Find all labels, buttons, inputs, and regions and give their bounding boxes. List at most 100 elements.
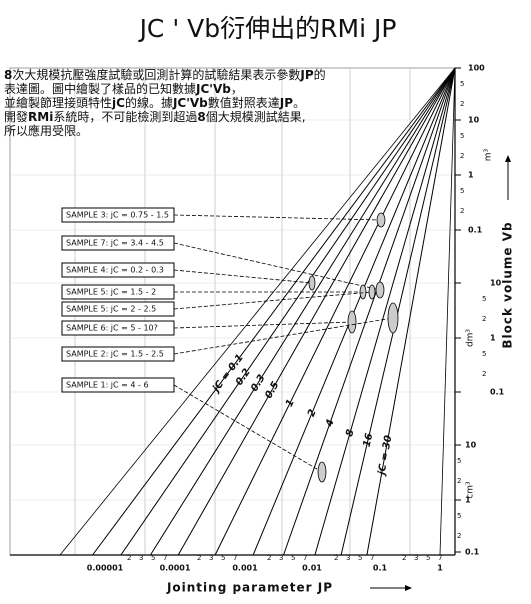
y-minor-label: 2	[460, 207, 464, 215]
y-tick-label: 1	[490, 334, 496, 343]
jc-line	[214, 67, 456, 556]
jc-line	[439, 67, 456, 556]
sample-leader	[173, 384, 323, 473]
sample-leader	[173, 321, 353, 329]
intro-segment: 個大規模測試結果,	[206, 109, 306, 124]
sample-leader	[173, 242, 381, 291]
y-minor-label: 2	[460, 100, 464, 108]
intro-segment: 表達圖。圖中繪製了樣品的已知數據	[4, 81, 196, 96]
sample-ellipse	[347, 310, 357, 334]
sample-leader	[173, 269, 313, 284]
sample-leader	[173, 291, 373, 310]
x-minor-label: 5	[426, 554, 430, 562]
y-minor-label: 2	[460, 152, 464, 160]
intro-segment: 次大規模抗壓強度試驗或回測計算的試驗結果表示參數	[12, 67, 300, 82]
y-minor-label: 5	[460, 80, 464, 88]
x-minor-label: 7	[370, 554, 374, 562]
sample-label: SAMPLE 4: jC = 0.2 - 0.3	[66, 266, 164, 275]
jc-line	[283, 67, 456, 556]
x-tick-label: 0.00001	[87, 564, 124, 573]
intro-segment: JC'Vb	[172, 96, 208, 110]
sample-label: SAMPLE 5: jC = 2 - 2.5	[66, 305, 156, 314]
sample-ellipse	[317, 461, 327, 483]
x-tick-label: 0.0001	[160, 564, 191, 573]
intro-segment: JP	[279, 96, 293, 110]
intro-line: 表達圖。圖中繪製了樣品的已知數據JC'Vb，	[4, 81, 243, 96]
sample-ellipse	[376, 212, 386, 228]
x-minor-label: 2	[402, 554, 406, 562]
intro-line: 8次大規模抗壓強度試驗或回測計算的試驗結果表示參數JP的	[4, 67, 326, 82]
x-axis-label: Jointing parameter JP	[166, 581, 333, 595]
intro-segment: JC'Vb	[195, 82, 231, 96]
x-minor-label: 3	[209, 554, 213, 562]
y-minor-label: 5	[482, 350, 486, 358]
sample-label: SAMPLE 1: jC = 4 - 6	[66, 381, 149, 390]
intro-segment: 。	[293, 96, 305, 110]
jc-line	[314, 67, 456, 556]
x-tick-label: 0.01	[302, 564, 322, 573]
intro-line: 開發RMi系統時，不可能檢測到超過8個大規模測試結果,	[4, 109, 306, 124]
intro-segment: RMi	[28, 110, 53, 124]
jc-label: jC = 30	[376, 434, 394, 477]
x-minor-label: 3	[279, 554, 283, 562]
x-tick-label: 0.001	[232, 564, 258, 573]
sample-label: SAMPLE 2: jC = 1.5 - 2.5	[66, 350, 164, 359]
intro-segment: 的	[314, 67, 326, 82]
x-minor-label: 5	[358, 554, 362, 562]
y-minor-label: 5	[460, 187, 464, 195]
x-minor-label: 2	[267, 554, 271, 562]
y-tick-label: 0.1	[465, 548, 480, 557]
x-minor-label: 7	[233, 554, 237, 562]
sample-label: SAMPLE 6: jC = 5 - 10?	[66, 324, 158, 333]
x-tick-label: 1	[437, 564, 443, 573]
y-unit: cm³	[466, 481, 476, 499]
y-minor-label: 2	[482, 370, 486, 378]
jc-line	[340, 67, 456, 556]
x-minor-label: 7	[303, 554, 307, 562]
y-tick-label: 1	[465, 496, 471, 505]
jc-line	[252, 67, 456, 556]
jc-label: 1	[284, 398, 297, 409]
x-minor-label: 5	[291, 554, 295, 562]
y-minor-label: 5	[460, 132, 464, 140]
y-minor-label: 5	[482, 295, 486, 303]
intro-segment: 8	[4, 68, 12, 82]
sample-ellipse	[308, 275, 316, 291]
y-tick-label: 0.1	[490, 388, 505, 397]
sample-ellipse	[375, 281, 385, 299]
y-arrowhead	[505, 155, 511, 162]
x-minor-label: 3	[414, 554, 418, 562]
jc-line	[120, 67, 456, 556]
x-minor-label: 5	[221, 554, 225, 562]
x-arrowhead	[405, 585, 412, 591]
jc-label: 4	[324, 418, 337, 429]
sample-ellipse	[387, 302, 399, 334]
jc-line	[59, 67, 456, 556]
intro-segment: ，	[231, 82, 243, 96]
jc-line	[177, 67, 456, 556]
x-minor-label: 2	[127, 554, 131, 562]
sample-label: SAMPLE 7: jC = 3.4 - 4.5	[66, 239, 164, 248]
x-minor-label: 3	[139, 554, 143, 562]
jc-label: 2	[306, 408, 319, 419]
sample-ellipse	[359, 284, 367, 300]
intro-segment: 8	[197, 110, 205, 124]
y-minor-label: 5	[457, 512, 461, 520]
y-minor-label: 2	[457, 532, 461, 540]
intro-segment: JP	[299, 68, 313, 82]
jc-label: 8	[344, 428, 357, 438]
x-minor-label: 7	[163, 554, 167, 562]
jc-label: 0.5	[263, 380, 281, 401]
intro-segment: 開發	[4, 109, 28, 124]
jc-line	[92, 67, 456, 556]
x-minor-label: 2	[334, 554, 338, 562]
intro-line: 所以應用受限。	[4, 123, 88, 138]
y-unit: dm³	[466, 329, 476, 347]
x-minor-label: 5	[151, 554, 155, 562]
intro-segment: 所以應用受限。	[4, 123, 88, 138]
intro-segment: 並繪製節理接頭特性	[4, 95, 112, 110]
sample-leader	[173, 317, 394, 355]
jc-line	[150, 67, 456, 556]
